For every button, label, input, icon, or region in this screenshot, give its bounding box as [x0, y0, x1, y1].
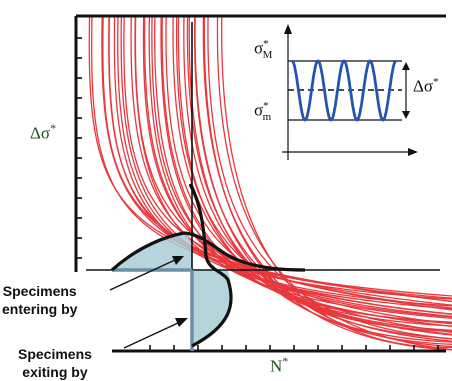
- sn-curve: [175, 14, 452, 334]
- sn-curve: [207, 14, 452, 340]
- inset-max-symbol: σ: [254, 38, 264, 58]
- sn-curve: [117, 14, 452, 307]
- inset-sine-signal: [291, 59, 397, 122]
- entering-note-line1: Specimens: [2, 283, 77, 299]
- entering-note: Specimens entering by: [2, 282, 77, 318]
- inset-max-label: σ*M: [254, 38, 272, 61]
- sn-curve: [186, 14, 452, 340]
- y-axis-ticks: [76, 37, 82, 259]
- exiting-note: Specimens exiting by: [18, 345, 92, 381]
- exiting-arrow: [123, 318, 188, 349]
- inset-min-symbol: σ: [254, 100, 264, 120]
- inset-max-star: *: [263, 38, 269, 50]
- inset-max-sub: M: [262, 49, 273, 62]
- x-axis-label-text: N: [270, 356, 283, 376]
- sn-curve: [108, 14, 452, 300]
- inset-min-label: σ*m: [254, 100, 271, 123]
- distribution-fill-horizontal: [112, 233, 192, 270]
- sn-curve: [221, 14, 452, 349]
- sn-curve: [113, 14, 452, 310]
- sn-curve: [183, 14, 452, 331]
- y-axis-label-text: Δσ: [30, 123, 51, 143]
- inset-min-sub: m: [262, 111, 272, 124]
- x-axis-label: N*: [270, 354, 288, 377]
- y-axis-label-star: *: [50, 121, 57, 135]
- y-axis-label: Δσ*: [30, 121, 56, 144]
- inset-y-arrowhead: [284, 24, 292, 34]
- distribution-fill-vertical: [192, 270, 232, 346]
- x-axis-label-star: *: [282, 354, 289, 368]
- inset-range-label: Δσ*: [413, 76, 439, 97]
- sn-curve: [172, 14, 452, 336]
- inset-range-symbol: Δσ: [413, 76, 434, 96]
- inset-range-arrow-bottom: [402, 111, 410, 119]
- sn-curve: [154, 14, 452, 323]
- exiting-note-line2: exiting by: [22, 364, 88, 380]
- life-distribution-curve: [188, 183, 233, 348]
- sn-curve: [88, 14, 452, 303]
- entering-note-line2: entering by: [2, 301, 78, 317]
- loading-inset: [282, 24, 418, 160]
- inset-range-star: *: [433, 76, 439, 88]
- sn-curve: [202, 14, 452, 348]
- exiting-note-line1: Specimens: [18, 346, 92, 362]
- inset-range-arrow-top: [402, 62, 410, 70]
- sn-curves: [88, 14, 452, 351]
- sn-curve: [143, 14, 452, 328]
- x-axis-ticks: [149, 345, 439, 351]
- sn-curve: [101, 14, 452, 306]
- inset-min-star: *: [263, 100, 269, 112]
- sn-curve: [165, 14, 452, 325]
- inset-x-arrowhead: [408, 148, 418, 156]
- entering-arrow: [109, 256, 184, 291]
